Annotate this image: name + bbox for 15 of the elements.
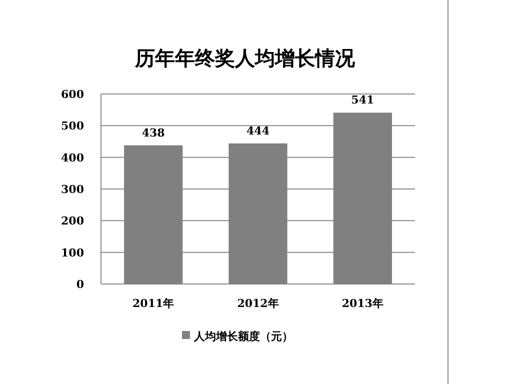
x-tick-label: 2011年 bbox=[132, 297, 174, 310]
x-tick-label: 2013年 bbox=[342, 297, 384, 310]
data-label: 444 bbox=[246, 124, 270, 138]
legend-label: 人均增长额度（元） bbox=[193, 330, 293, 343]
data-label: 541 bbox=[351, 94, 374, 107]
chart-title: 历年年终奖人均增长情况 bbox=[134, 46, 356, 70]
y-tick-label: 100 bbox=[61, 246, 84, 260]
y-tick-label: 200 bbox=[61, 214, 84, 228]
y-tick-label: 300 bbox=[61, 183, 84, 196]
y-tick-label: 0 bbox=[76, 278, 84, 291]
x-tick-label: 2012年 bbox=[237, 297, 279, 310]
y-tick-label: 400 bbox=[61, 151, 84, 164]
data-label: 438 bbox=[142, 126, 166, 140]
y-tick-label: 600 bbox=[61, 88, 84, 101]
y-tick-label: 500 bbox=[61, 120, 84, 133]
